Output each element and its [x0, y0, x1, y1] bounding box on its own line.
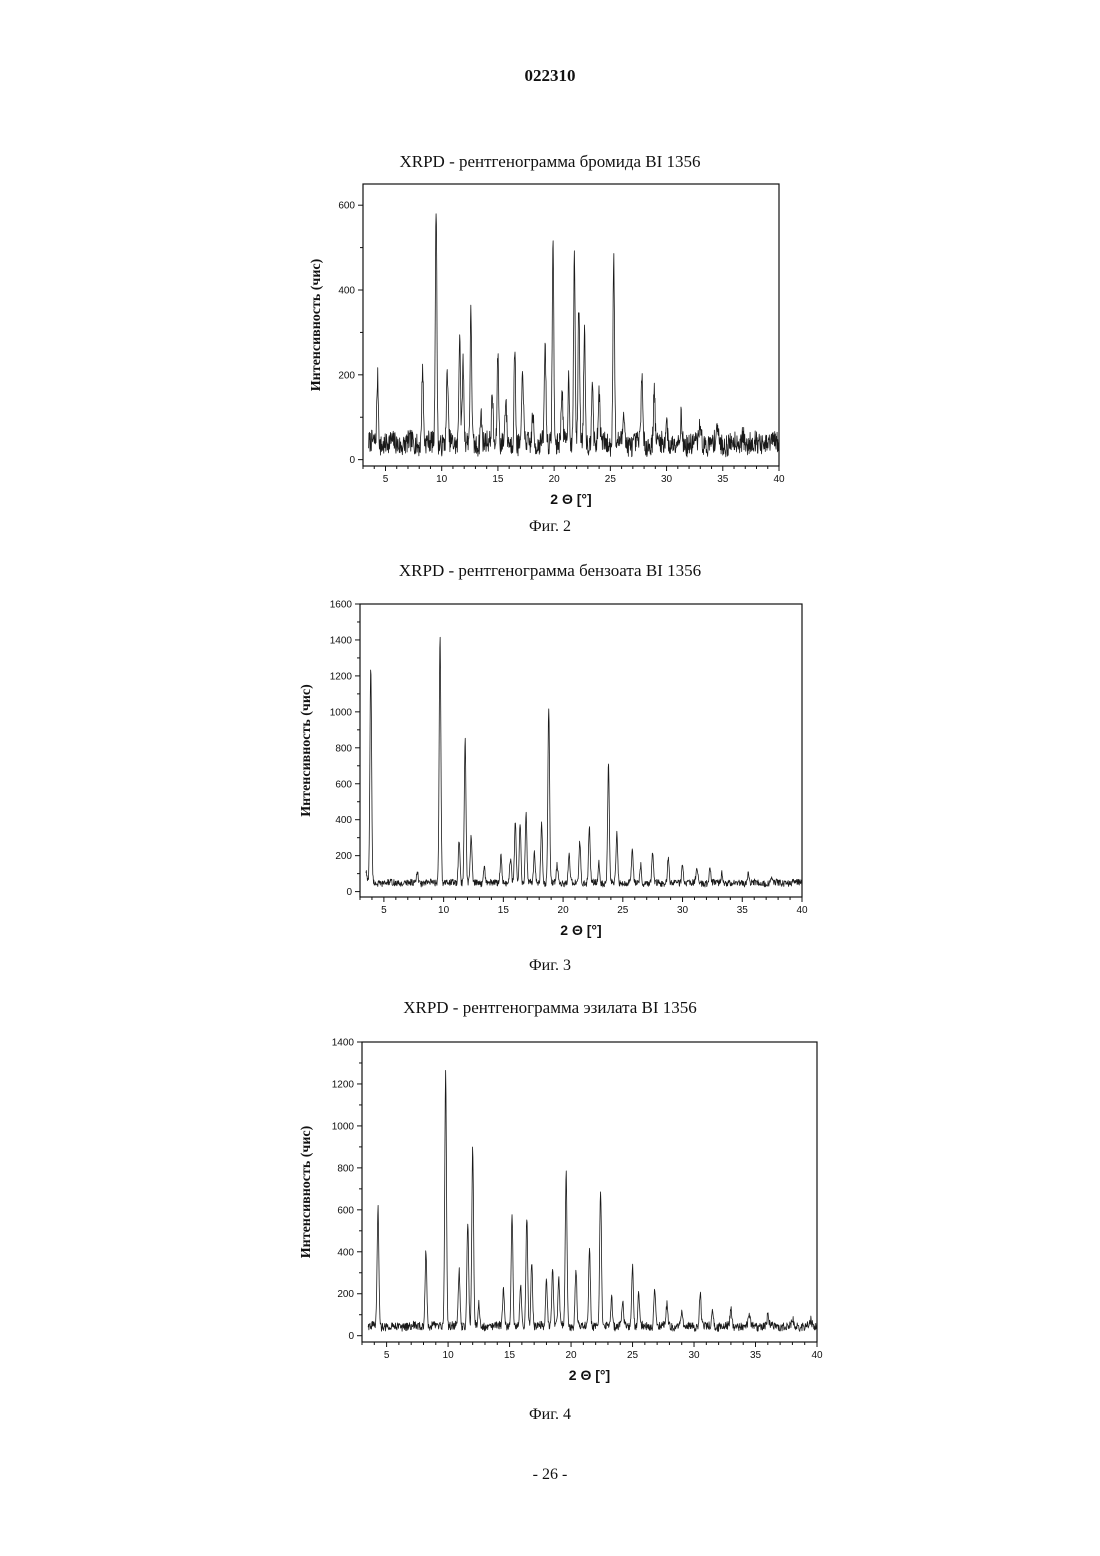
x-tick-label: 20	[565, 1350, 577, 1361]
document-number: 022310	[0, 66, 1100, 86]
x-tick-label: 30	[688, 1350, 700, 1361]
y-axis-label: Интенсивность (чис)	[309, 258, 324, 391]
y-tick-label: 200	[338, 370, 355, 381]
x-tick-label: 40	[811, 1350, 823, 1361]
x-tick-label: 10	[436, 474, 448, 485]
x-tick-label: 25	[605, 474, 617, 485]
y-tick-label: 200	[337, 1289, 354, 1300]
figure-3-title: XRPD - рентгенограмма бензоата BI 1356	[0, 561, 1100, 581]
y-tick-label: 1200	[330, 671, 353, 682]
x-tick-label: 25	[627, 1350, 639, 1361]
plot-frame	[360, 604, 802, 897]
y-tick-label: 1000	[332, 1121, 355, 1132]
x-tick-label: 30	[677, 905, 689, 916]
x-tick-label: 15	[492, 474, 504, 485]
x-tick-label: 25	[617, 905, 629, 916]
x-tick-label: 20	[558, 905, 570, 916]
xrpd-chart-esylate: 5101520253035400200400600800100012001400…	[290, 1030, 835, 1395]
y-tick-label: 800	[337, 1163, 354, 1174]
x-axis-label: 2 Θ [°]	[560, 922, 601, 938]
x-tick-label: 35	[717, 474, 729, 485]
xrpd-chart-bromide: 51015202530354002004006002 Θ [°]Интенсив…	[300, 176, 800, 512]
diffraction-pattern-line	[369, 214, 779, 457]
x-tick-label: 35	[737, 905, 749, 916]
y-tick-label: 200	[335, 851, 352, 862]
y-tick-label: 0	[346, 887, 352, 898]
x-tick-label: 5	[383, 474, 389, 485]
y-tick-label: 1200	[332, 1079, 355, 1090]
x-tick-label: 10	[438, 905, 450, 916]
x-tick-label: 35	[750, 1350, 762, 1361]
y-tick-label: 1600	[330, 600, 353, 611]
figure-2-title: XRPD - рентгенограмма бромида BI 1356	[0, 152, 1100, 172]
y-tick-label: 400	[338, 286, 355, 297]
x-axis-label: 2 Θ [°]	[550, 491, 591, 507]
y-tick-label: 800	[335, 743, 352, 754]
x-axis-label: 2 Θ [°]	[569, 1367, 610, 1383]
page-number: - 26 -	[0, 1466, 1100, 1484]
y-tick-label: 400	[337, 1247, 354, 1258]
y-tick-label: 400	[335, 815, 352, 826]
figure-3-caption: Фиг. 3	[0, 957, 1100, 975]
x-tick-label: 10	[443, 1350, 455, 1361]
plot-frame	[362, 1042, 817, 1342]
y-tick-label: 1000	[330, 707, 353, 718]
y-axis-label: Интенсивность (чис)	[299, 1125, 314, 1258]
y-tick-label: 600	[338, 201, 355, 212]
x-tick-label: 40	[796, 905, 808, 916]
x-tick-label: 15	[498, 905, 510, 916]
y-axis-label: Интенсивность (чис)	[299, 684, 314, 817]
x-tick-label: 5	[384, 1350, 390, 1361]
y-tick-label: 0	[348, 1331, 354, 1342]
x-tick-label: 30	[661, 474, 673, 485]
y-tick-label: 600	[335, 779, 352, 790]
figure-4-caption: Фиг. 4	[0, 1406, 1100, 1424]
diffraction-pattern-line	[366, 637, 802, 887]
y-tick-label: 1400	[332, 1038, 355, 1049]
figure-4-title: XRPD - рентгенограмма эзилата BI 1356	[0, 998, 1100, 1018]
y-tick-label: 600	[337, 1205, 354, 1216]
figure-2-caption: Фиг. 2	[0, 518, 1100, 536]
diffraction-pattern-line	[368, 1070, 817, 1331]
xrpd-chart-benzoate: 5101520253035400200400600800100012001400…	[290, 592, 820, 952]
x-tick-label: 40	[773, 474, 785, 485]
y-tick-label: 1400	[330, 635, 353, 646]
y-tick-label: 0	[349, 455, 355, 466]
x-tick-label: 15	[504, 1350, 516, 1361]
x-tick-label: 5	[381, 905, 387, 916]
x-tick-label: 20	[549, 474, 561, 485]
